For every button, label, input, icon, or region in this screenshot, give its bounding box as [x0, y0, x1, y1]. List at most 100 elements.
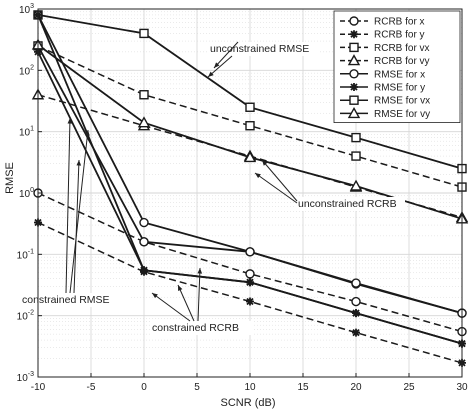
marker-cross: [350, 83, 358, 91]
annotation-arrow: [261, 159, 298, 202]
series-line: [37, 45, 463, 188]
arrow-head: [67, 118, 73, 124]
legend-label: RCRB for vx: [374, 43, 430, 54]
legend-entry: RCRB for vx: [340, 42, 430, 54]
legend-entry: RCRB for y: [340, 30, 425, 41]
series-line: [37, 192, 463, 333]
marker-square: [245, 121, 255, 131]
arrow-shaft: [151, 292, 191, 322]
marker-cross-shape: [350, 30, 358, 39]
y-tick-label: 10-3: [17, 371, 34, 384]
marker-square: [139, 28, 149, 39]
y-tick-label: 101: [19, 126, 34, 139]
marker-cross: [246, 297, 254, 306]
x-tick-label: -10: [31, 382, 46, 393]
arrow-shaft: [254, 172, 298, 204]
annotation-2: unconstrained RCRB: [298, 198, 397, 210]
marker-cross-shape: [140, 266, 148, 275]
annotation-arrow: [197, 267, 203, 322]
y-tick-label: 10-2: [17, 310, 34, 323]
marker-circle: [139, 237, 149, 247]
annotation-arrow: [73, 159, 82, 294]
arrow-shaft: [69, 129, 89, 294]
y-tick-label: 10-1: [17, 248, 34, 261]
axes: -10 -5 0 5 10 15 20 25 30 10-3 10-2 10-1 100 101 102 10…: [17, 3, 468, 393]
marker-cross: [246, 278, 254, 287]
arrow-shaft: [177, 284, 195, 322]
legend-entry: RMSE for vx: [340, 95, 430, 107]
y-tick-label: 102: [19, 64, 34, 77]
marker-circle: [245, 269, 255, 279]
annotation-arrow: [151, 292, 191, 322]
annotation-arrow: [207, 55, 233, 78]
x-tick-label: 25: [403, 382, 415, 393]
marker-square: [139, 90, 149, 100]
x-tick-label: 0: [141, 382, 147, 393]
annotation-bg: [295, 197, 405, 211]
arrow-head: [214, 62, 220, 68]
annotation-arrow: [177, 284, 195, 322]
legend-label: RMSE for y: [374, 83, 425, 94]
x-tick-label: 30: [456, 382, 468, 393]
marker-circle: [349, 69, 359, 79]
x-tick-label: 15: [297, 382, 309, 393]
arrow-head: [255, 173, 261, 179]
legend-label: RCRB for x: [374, 17, 425, 28]
legend-entry: RCRB for vy: [340, 54, 430, 67]
marker-cross: [350, 30, 358, 39]
legend-entry: RCRB for x: [340, 16, 425, 28]
y-tick-label: 103: [19, 3, 34, 16]
x-tick-label: 20: [350, 382, 362, 393]
legend-entry: RMSE for y: [340, 83, 425, 94]
y-tick-label: 100: [19, 187, 34, 200]
arrow-head: [76, 160, 82, 166]
marker-circle: [139, 217, 149, 228]
arrow-shaft: [261, 159, 298, 202]
arrow-shaft: [197, 267, 201, 322]
arrow-head: [208, 71, 214, 77]
legend-entry: RMSE for vy: [340, 106, 430, 120]
arrow-shaft: [213, 41, 239, 69]
grid: [37, 9, 463, 378]
annotation-bg: [150, 321, 252, 335]
annotation-1: unconstrained RMSE: [210, 43, 309, 55]
annotation-3: constrained RMSE: [22, 294, 110, 306]
marker-triangle: [243, 150, 257, 163]
marker-square: [351, 132, 361, 143]
x-tick-label: 10: [244, 382, 256, 393]
legend-entry: RMSE for x: [340, 69, 425, 80]
x-tick-label: 5: [194, 382, 200, 393]
annotation-arrow: [65, 117, 73, 294]
marker-circle: [351, 296, 361, 307]
marker-square: [349, 95, 359, 105]
marker-triangle: [349, 179, 363, 191]
legend-label: RCRB for vy: [374, 56, 430, 67]
x-axis-label: SCNR (dB): [220, 397, 275, 409]
legend-label: RMSE for vy: [374, 109, 430, 120]
annotation-arrow: [213, 41, 239, 69]
arrow-head: [178, 285, 183, 291]
arrow-head: [262, 160, 268, 166]
legend-label: RMSE for vx: [374, 96, 430, 107]
marker-triangle: [347, 106, 361, 119]
marker-square: [349, 42, 359, 53]
annotation-arrow: [254, 172, 298, 204]
marker-cross-shape: [246, 297, 254, 306]
marker-cross-shape: [352, 328, 360, 337]
arrow-shaft: [73, 159, 80, 294]
marker-cross-shape: [350, 83, 358, 91]
arrow-head: [152, 293, 158, 299]
marker-circle: [351, 278, 361, 288]
arrow-head: [197, 268, 203, 274]
marker-triangle: [347, 54, 361, 66]
marker-cross: [352, 309, 360, 318]
arrow-head: [85, 130, 90, 136]
marker-cross-shape: [352, 309, 360, 318]
marker-square: [351, 151, 361, 161]
marker-triangle: [137, 116, 151, 128]
annotation-arrow: [69, 129, 90, 294]
marker-circle: [349, 16, 359, 26]
arrow-shaft: [65, 117, 71, 294]
